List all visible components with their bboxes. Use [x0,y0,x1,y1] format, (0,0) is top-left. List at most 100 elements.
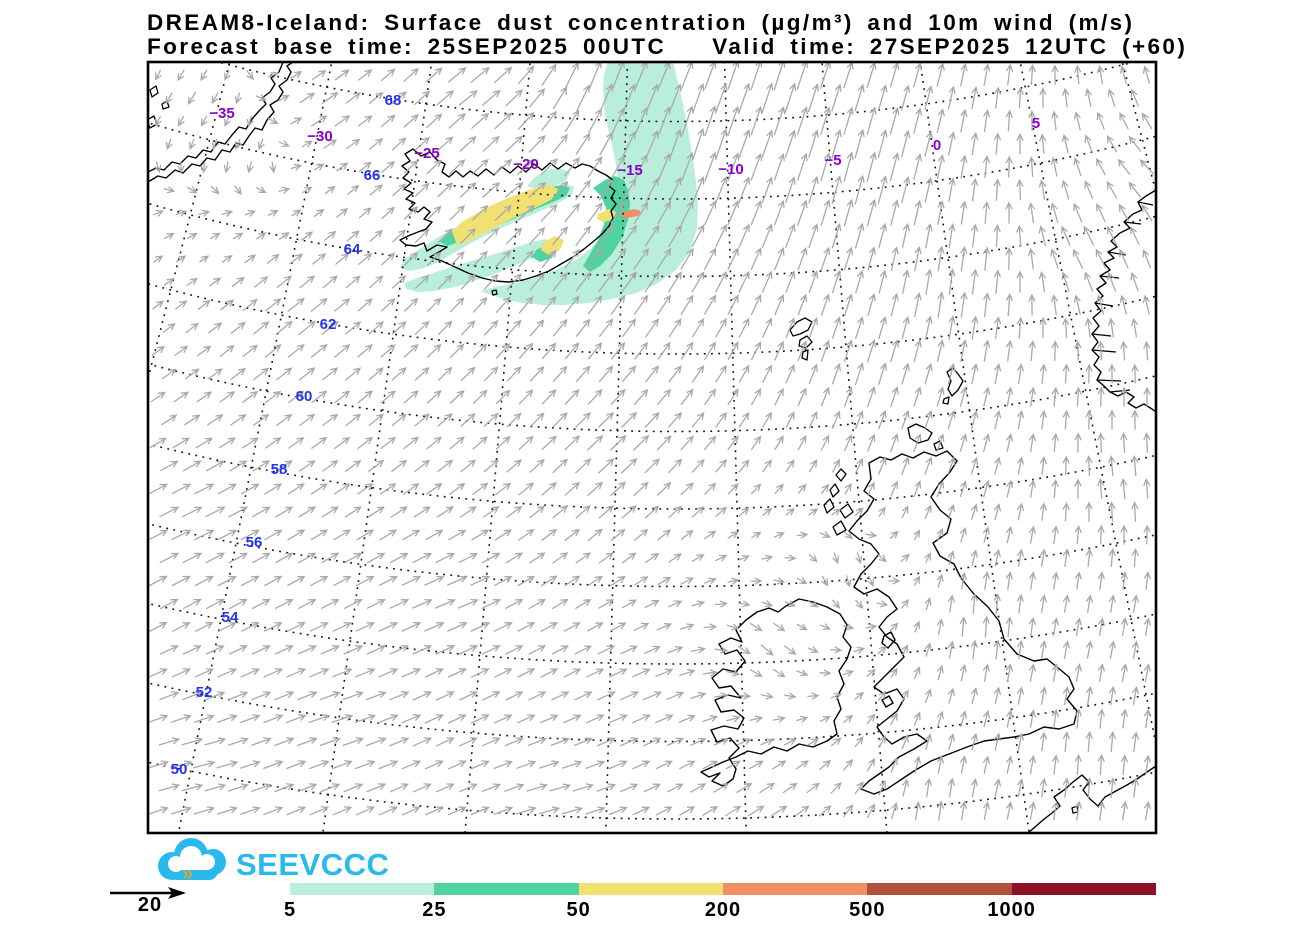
wind-arrow [971,503,978,520]
wind-arrow [296,737,318,747]
dust-polygon-orange-east-strip [620,209,641,218]
wind-arrow [426,343,442,358]
wind-arrow [971,268,979,295]
wind-arrow [971,777,978,798]
wind-arrow [867,386,876,408]
wind-arrow [783,738,797,746]
wind-arrow [148,529,169,541]
wind-arrow [150,391,166,403]
wind-arrow [913,711,921,726]
wind-arrow [773,622,786,632]
wind-arrow [287,575,306,587]
wind-arrow [194,622,214,632]
wind-arrow [633,247,649,270]
wind-arrow [481,645,501,655]
wind-arrow [1051,525,1059,544]
wind-arrow [960,339,968,363]
wind-arrow [367,552,386,564]
wind-arrow [587,202,603,224]
wind-arrow [495,435,511,450]
wind-arrow [368,367,384,381]
wind-arrow [843,714,854,723]
wind-arrow [738,364,750,383]
wind-arrow [246,115,254,128]
wind-arrow [470,622,491,632]
wind-arrow [228,552,248,564]
wind-arrow [483,227,500,244]
wind-arrow [148,760,170,769]
wind-arrow [703,577,717,585]
wind-arrow [621,505,637,519]
wind-arrow [391,137,407,151]
wind-arrow [494,66,513,84]
wind-arrow [820,293,830,316]
wind-arrow [403,160,419,174]
wind-arrow [449,343,465,359]
wind-arrow [727,247,739,270]
wind-arrow [913,433,922,453]
wind-arrow [575,179,591,200]
wind-arrow [774,247,785,271]
wind-arrow [505,645,524,655]
wind-arrow [564,388,580,405]
wind-arrow [867,433,876,452]
wind-arrow [680,388,694,405]
wind-arrow [681,151,694,182]
wind-arrow [401,760,422,770]
wind-arrow [219,344,235,357]
wind-arrow [643,737,662,747]
wind-arrow [936,339,945,363]
seevccc-logo: » SEEVCCC [158,838,389,885]
wind-arrow [715,506,728,517]
wind-arrow [186,186,198,194]
latitude-label: 54 [222,609,239,626]
wind-arrow [182,598,202,610]
wind-arrow [750,294,762,316]
wind-arrow [228,506,249,518]
wind-arrow [1097,571,1105,590]
wind-arrow [414,182,430,197]
wind-arrow [381,160,396,173]
wind-arrow [808,175,819,204]
wind-arrow [288,390,305,404]
wind-arrow [831,362,841,385]
wind-arrow [1017,409,1025,430]
wind-arrow [633,622,650,632]
wind-arrow [831,269,842,294]
wind-arrow [541,295,557,314]
wind-arrow [173,391,189,403]
wind-arrow [448,529,467,541]
wind-arrow [1062,501,1070,522]
wind-arrow [414,136,430,151]
wind-arrow [357,390,374,404]
wind-arrow [211,138,219,151]
wind-arrow [983,801,991,821]
wind-arrow [528,598,547,610]
meridian-5 [1019,62,1156,749]
wind-arrow [865,531,878,539]
wind-arrow [761,129,774,158]
wind-arrow [252,460,271,472]
logo-text: SEEVCCC [236,847,389,882]
wind-arrow [345,321,362,335]
wind-arrow [392,275,407,289]
wind-arrow [610,575,626,586]
wind-arrow [727,341,739,361]
wind-arrow [1062,548,1070,567]
wind-arrow [426,113,443,129]
wind-arrow [691,458,705,473]
wind-arrow [324,230,337,241]
wind-arrow [821,575,829,587]
wind-arrow [1051,64,1059,85]
wind-arrow [529,227,546,245]
wind-arrow [751,531,762,539]
wind-arrow [796,715,809,723]
wind-arrow [1017,732,1024,751]
wind-arrow [264,298,282,312]
wind-arrow [217,575,237,587]
wind-arrow [414,413,430,427]
wind-arrow [481,737,501,747]
wind-arrow [1051,708,1059,729]
wind-arrow [148,806,169,815]
